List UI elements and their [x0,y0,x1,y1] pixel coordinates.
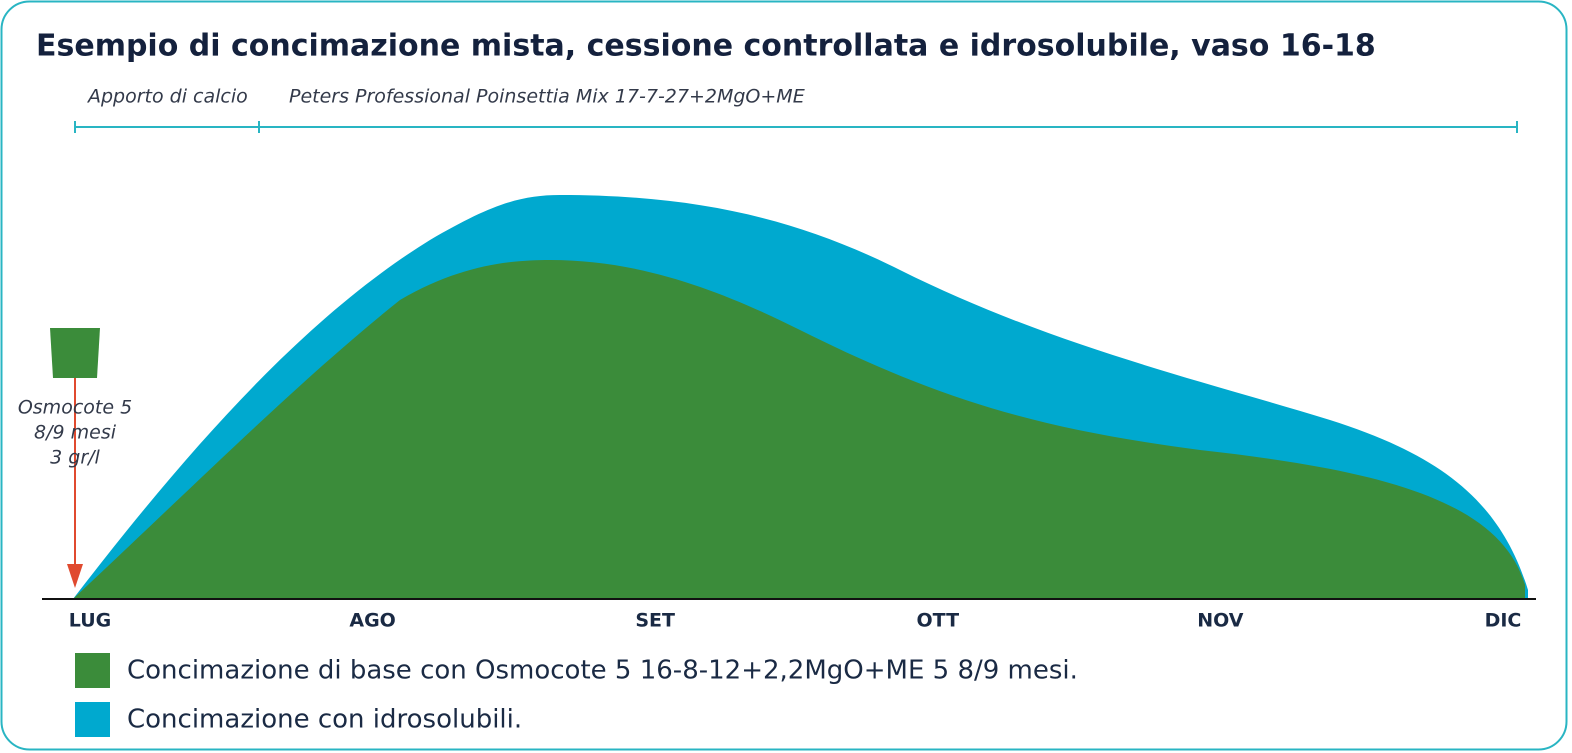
legend-swatch [75,653,110,688]
annotation: Peters Professional Poinsettia Mix 17-7-… [289,86,805,108]
generated: LUG AGO SET OTT NOV DIC Concimazione di base c… [69,610,1522,737]
x-tick-label: NOV [1197,610,1244,632]
area [73,260,1525,599]
marker-label: Osmocote 5 [18,397,132,419]
legend-label: Concimazione di base con Osmocote 5 16-8… [127,656,1078,686]
legend-label: Concimazione con idrosolubili. [127,705,522,735]
x-tick-label: SET [635,610,675,632]
legend-swatch [75,702,110,737]
arrow-head [67,564,83,588]
marker-label: 3 gr/l [50,447,100,469]
x-tick-label: LUG [69,610,111,632]
x-tick-label: DIC [1485,610,1522,632]
annotation: Apporto di calcio [86,86,248,108]
x-tick-label: AGO [349,610,395,632]
marker-label: 8/9 mesi [34,422,117,444]
pot-icon [50,328,100,378]
bracket [74,121,1518,133]
chart-title: Esempio di concimazione mista, cessione … [36,29,1376,64]
x-tick-label: OTT [917,610,960,632]
